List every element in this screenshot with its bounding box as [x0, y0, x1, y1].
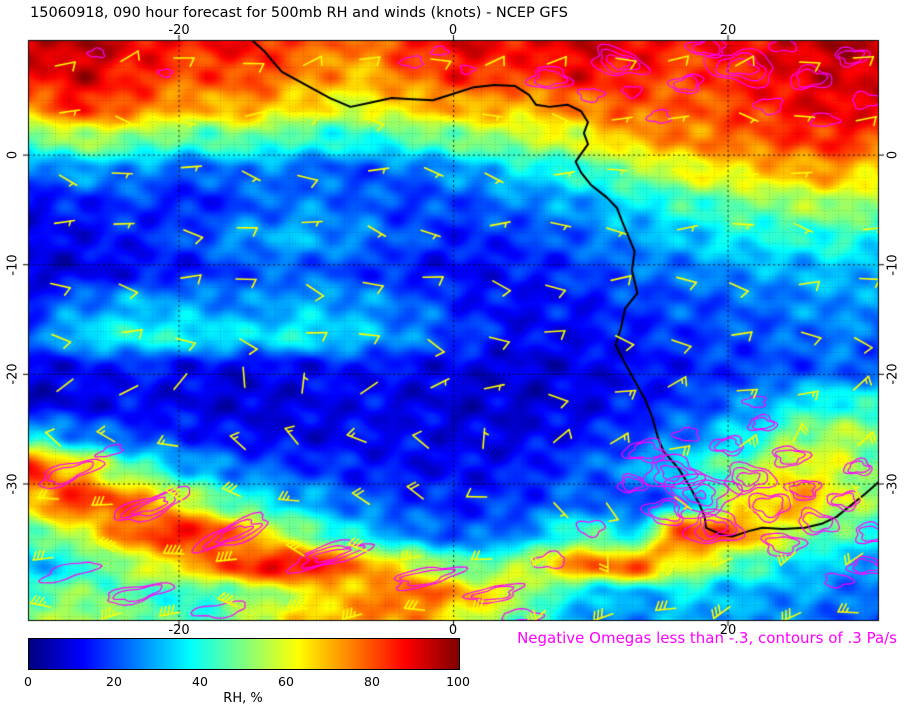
lat-tick-left-2: -10 [5, 254, 21, 276]
lat-tick-right-4: -30 [885, 473, 901, 495]
lon-tick-bottom-3: 20 [719, 623, 737, 638]
omega-annotation: Negative Omegas less than -.3, contours … [517, 629, 897, 647]
colorbar-tick-100: 100 [446, 674, 470, 689]
lat-tick-left-4: -30 [5, 473, 21, 495]
lat-tick-right-2: -10 [885, 254, 901, 276]
rh-colorbar [28, 638, 460, 670]
lat-tick-right-1: 0 [885, 150, 901, 160]
colorbar-tick-20: 20 [106, 674, 122, 689]
lon-tick-top-1: -20 [168, 23, 190, 38]
lat-tick-left-3: -20 [5, 363, 21, 385]
colorbar-tick-40: 40 [192, 674, 208, 689]
lon-tick-top-3: 20 [719, 23, 737, 38]
colorbar-tick-60: 60 [278, 674, 294, 689]
colorbar-tick-80: 80 [364, 674, 380, 689]
lon-tick-top-2: 0 [448, 23, 458, 38]
colorbar-tick-0: 0 [24, 674, 32, 689]
lat-tick-right-3: -20 [885, 363, 901, 385]
lat-tick-left-1: 0 [5, 150, 21, 160]
lon-tick-bottom-2: 0 [448, 623, 458, 638]
lon-tick-bottom-1: -20 [168, 623, 190, 638]
colorbar-axis-label: RH, % [223, 691, 263, 706]
